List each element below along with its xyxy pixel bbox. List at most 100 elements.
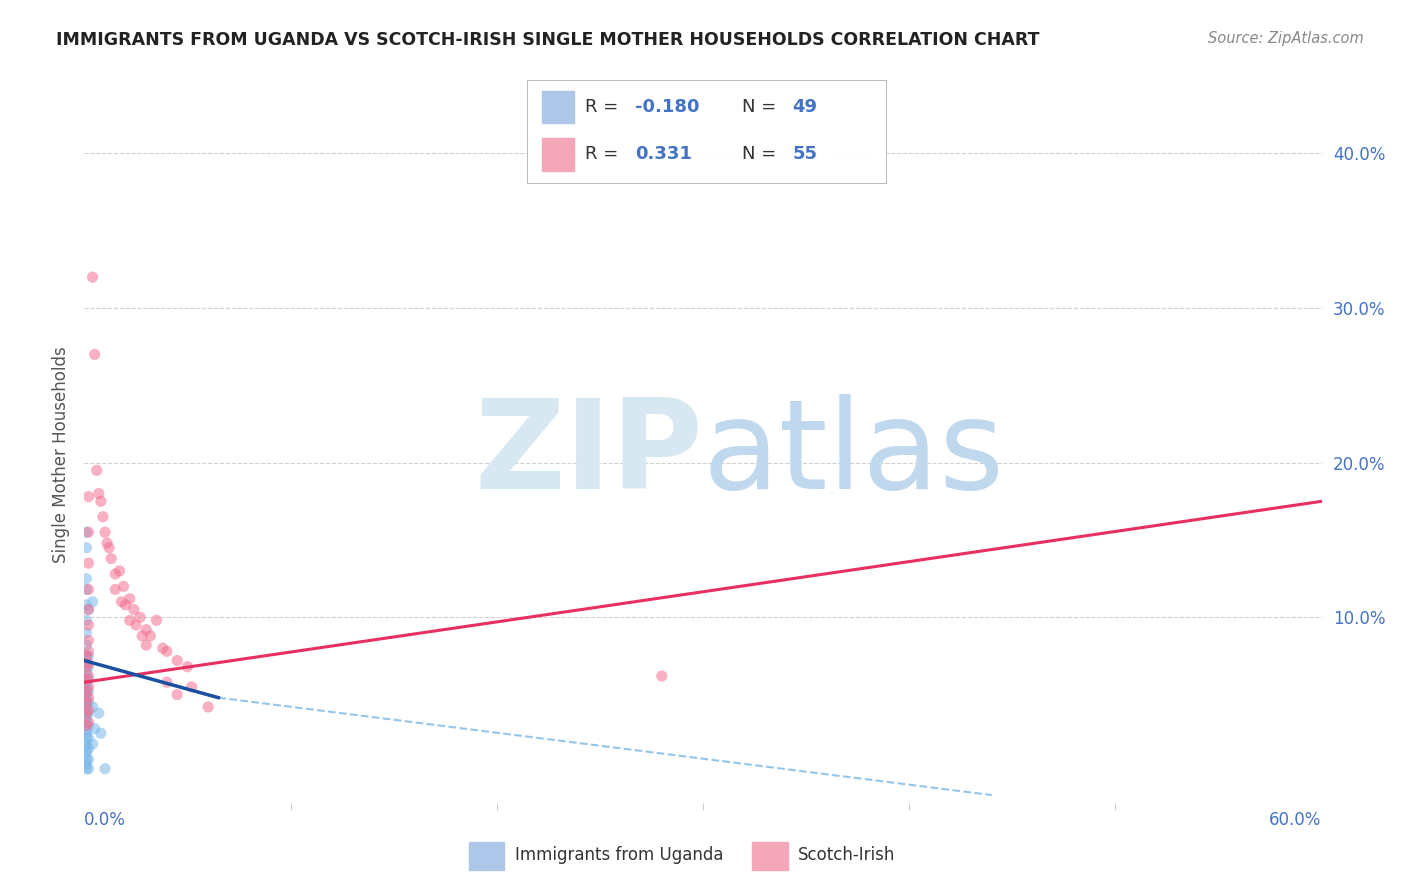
Point	[77, 525, 100, 540]
Text: ZIP: ZIP	[474, 394, 703, 516]
Point	[75, 715, 97, 730]
Point	[77, 602, 100, 616]
Point	[75, 657, 97, 671]
Point	[75, 747, 97, 761]
Point	[77, 648, 100, 663]
Text: R =: R =	[585, 98, 624, 116]
Point	[75, 684, 97, 698]
Point	[75, 726, 97, 740]
Point	[75, 684, 97, 698]
Point	[75, 741, 97, 756]
Text: Source: ZipAtlas.com: Source: ZipAtlas.com	[1208, 31, 1364, 46]
Point	[156, 644, 179, 658]
Point	[145, 613, 167, 627]
Point	[139, 629, 162, 643]
FancyBboxPatch shape	[470, 842, 505, 871]
Point	[77, 706, 100, 720]
Point	[94, 525, 117, 540]
Point	[75, 613, 97, 627]
Text: N =: N =	[742, 145, 782, 163]
Point	[135, 638, 157, 652]
Point	[118, 613, 141, 627]
Point	[94, 762, 117, 776]
Text: -0.180: -0.180	[636, 98, 699, 116]
Point	[77, 556, 100, 570]
Point	[135, 623, 157, 637]
Point	[75, 672, 97, 686]
Point	[82, 270, 104, 285]
Point	[77, 633, 100, 648]
Point	[83, 722, 105, 736]
Point	[77, 672, 100, 686]
Point	[110, 595, 132, 609]
Point	[77, 715, 100, 730]
Point	[77, 695, 100, 709]
FancyBboxPatch shape	[541, 137, 574, 170]
Point	[77, 490, 100, 504]
Point	[75, 737, 97, 751]
Point	[77, 657, 100, 671]
Y-axis label: Single Mother Households: Single Mother Households	[52, 347, 70, 563]
Point	[86, 463, 108, 477]
Point	[112, 579, 135, 593]
Text: atlas: atlas	[703, 394, 1005, 516]
Point	[77, 618, 100, 632]
Point	[176, 659, 198, 673]
Point	[122, 602, 145, 616]
Point	[125, 618, 148, 632]
Point	[75, 718, 97, 732]
Point	[129, 610, 152, 624]
Point	[90, 726, 112, 740]
Point	[77, 741, 100, 756]
Point	[108, 564, 131, 578]
Point	[90, 494, 112, 508]
Point	[98, 541, 121, 555]
Text: 55: 55	[793, 145, 817, 163]
Point	[75, 669, 97, 683]
Point	[75, 762, 97, 776]
Text: 60.0%: 60.0%	[1270, 811, 1322, 829]
Point	[83, 347, 105, 361]
Point	[77, 669, 100, 683]
Point	[75, 525, 97, 540]
Point	[77, 690, 100, 705]
Point	[75, 659, 97, 673]
Point	[166, 688, 188, 702]
Point	[77, 752, 100, 766]
Point	[77, 602, 100, 616]
Point	[651, 669, 673, 683]
Point	[87, 706, 110, 720]
FancyBboxPatch shape	[752, 842, 787, 871]
Point	[75, 625, 97, 640]
Point	[75, 598, 97, 612]
Point	[75, 722, 97, 736]
Point	[100, 551, 122, 566]
Point	[114, 598, 136, 612]
Point	[166, 654, 188, 668]
Point	[75, 752, 97, 766]
Point	[91, 509, 114, 524]
Point	[82, 595, 104, 609]
Point	[75, 582, 97, 597]
Point	[131, 629, 153, 643]
Text: Immigrants from Uganda: Immigrants from Uganda	[515, 847, 723, 864]
Point	[82, 700, 104, 714]
Point	[77, 582, 100, 597]
Point	[104, 582, 127, 597]
Point	[77, 659, 100, 673]
Point	[180, 680, 202, 694]
Point	[77, 718, 100, 732]
Point	[75, 706, 97, 720]
Point	[77, 644, 100, 658]
Point	[75, 648, 97, 663]
Point	[104, 566, 127, 581]
Point	[82, 737, 104, 751]
Text: IMMIGRANTS FROM UGANDA VS SCOTCH-IRISH SINGLE MOTHER HOUSEHOLDS CORRELATION CHAR: IMMIGRANTS FROM UGANDA VS SCOTCH-IRISH S…	[56, 31, 1040, 49]
Text: N =: N =	[742, 98, 782, 116]
Point	[75, 695, 97, 709]
Point	[75, 675, 97, 690]
Point	[75, 757, 97, 772]
Point	[77, 731, 100, 745]
Text: 0.0%: 0.0%	[84, 811, 127, 829]
Point	[75, 665, 97, 679]
